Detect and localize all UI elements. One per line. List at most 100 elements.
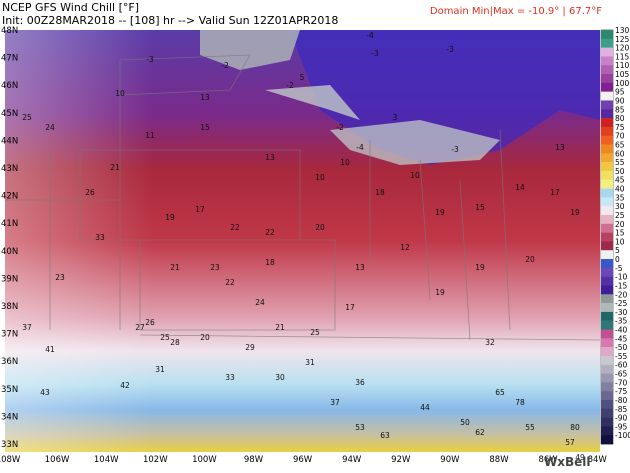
colorbar-label: -15 bbox=[615, 281, 627, 290]
colorbar-swatch bbox=[601, 399, 613, 410]
lat-label: 42N bbox=[1, 192, 18, 202]
station-value: 80 bbox=[570, 423, 580, 432]
colorbar-swatch bbox=[601, 276, 613, 286]
colorbar-swatch bbox=[601, 91, 613, 101]
station-value: 19 bbox=[475, 263, 485, 272]
station-value: -2 bbox=[286, 81, 294, 90]
colorbar-label: 75 bbox=[615, 123, 625, 132]
station-value: 10 bbox=[315, 173, 325, 182]
lon-label: 100W bbox=[192, 455, 217, 465]
station-value: 26 bbox=[85, 188, 95, 197]
colorbar-swatch bbox=[601, 259, 613, 269]
colorbar-label: -5 bbox=[615, 264, 623, 273]
colorbar-label: -75 bbox=[615, 387, 627, 396]
station-value: 78 bbox=[515, 398, 525, 407]
lon-label: 90W bbox=[440, 455, 460, 465]
lat-label: 48N bbox=[1, 26, 18, 36]
station-value: 5 bbox=[300, 73, 305, 82]
station-value: 22 bbox=[230, 223, 240, 232]
colorbar-swatch bbox=[601, 435, 613, 445]
colorbar-label: 120 bbox=[615, 44, 630, 53]
colorbar-label: -85 bbox=[615, 405, 627, 414]
station-value: 17 bbox=[550, 188, 560, 197]
lon-label: 102W bbox=[143, 455, 168, 465]
station-value: 21 bbox=[110, 163, 120, 172]
station-value: 28 bbox=[170, 338, 180, 347]
station-value: 42 bbox=[120, 381, 130, 390]
station-value: 10 bbox=[410, 171, 420, 180]
station-value: 14 bbox=[515, 183, 525, 192]
colorbar-label: 45 bbox=[615, 176, 625, 185]
colorbar-swatch bbox=[601, 162, 613, 172]
lon-label: 94W bbox=[342, 455, 362, 465]
gray-area bbox=[265, 85, 360, 120]
lon-label: 86W bbox=[538, 455, 558, 465]
colorbar-label: -50 bbox=[615, 343, 627, 352]
colorbar-label: -20 bbox=[615, 290, 627, 299]
colorbar-swatch bbox=[601, 311, 613, 321]
lon-label: 84W bbox=[588, 455, 608, 465]
colorbar-label: 60 bbox=[615, 149, 625, 158]
colorbar-swatch bbox=[601, 223, 613, 233]
colorbar-label: -55 bbox=[615, 352, 627, 361]
colorbar-swatch bbox=[601, 294, 613, 304]
colorbar-label: -25 bbox=[615, 299, 627, 308]
station-value: -3 bbox=[446, 45, 454, 54]
colorbar-swatch bbox=[601, 267, 613, 277]
colorbar-label: 95 bbox=[615, 88, 625, 97]
lat-label: 41N bbox=[1, 219, 18, 229]
station-value: 25 bbox=[310, 328, 320, 337]
gray-area bbox=[200, 30, 300, 70]
station-value: 13 bbox=[555, 143, 565, 152]
lon-label: 108W bbox=[0, 455, 21, 465]
station-value: 44 bbox=[420, 403, 430, 412]
station-value: 36 bbox=[355, 378, 365, 387]
station-value: 50 bbox=[460, 418, 470, 427]
station-value: 37 bbox=[22, 323, 32, 332]
station-value: 13 bbox=[200, 93, 210, 102]
station-value: 17 bbox=[345, 303, 355, 312]
colorbar-swatch bbox=[601, 82, 613, 92]
colorbar-swatch bbox=[601, 338, 613, 348]
colorbar-label: 55 bbox=[615, 158, 625, 167]
colorbar-swatch bbox=[601, 426, 613, 436]
station-value: 21 bbox=[275, 323, 285, 332]
colorbar-label: 25 bbox=[615, 211, 625, 220]
station-value: 25 bbox=[22, 113, 32, 122]
colorbar-swatch bbox=[601, 417, 613, 427]
colorbar-swatch bbox=[601, 170, 613, 181]
lat-label: 43N bbox=[1, 164, 18, 174]
colorbar-label: -10 bbox=[615, 273, 627, 282]
station-value: 17 bbox=[195, 205, 205, 214]
colorbar-swatch bbox=[601, 153, 613, 163]
lat-label: 37N bbox=[1, 330, 18, 340]
colorbar-label: 15 bbox=[615, 229, 625, 238]
lat-label: 35N bbox=[1, 385, 18, 395]
colorbar-swatch bbox=[601, 109, 613, 119]
station-value: -3 bbox=[371, 49, 379, 58]
station-value: 23 bbox=[55, 273, 65, 282]
station-value: 11 bbox=[145, 131, 155, 140]
colorbar-label: 20 bbox=[615, 220, 625, 229]
station-value: -4 bbox=[366, 31, 374, 40]
station-value: 33 bbox=[225, 373, 235, 382]
colorbar-label: -30 bbox=[615, 308, 627, 317]
colorbar-label: 40 bbox=[615, 185, 625, 194]
lon-label: 88W bbox=[489, 455, 509, 465]
colorbar-label: 70 bbox=[615, 132, 625, 141]
station-value: 25 bbox=[160, 333, 170, 342]
station-value: 63 bbox=[380, 431, 390, 440]
colorbar-swatch bbox=[601, 364, 613, 374]
station-value: 57 bbox=[565, 438, 575, 447]
station-value: -3 bbox=[451, 145, 459, 154]
station-value: 22 bbox=[225, 278, 235, 287]
lon-label: 98W bbox=[244, 455, 264, 465]
colorbar-swatch bbox=[601, 214, 613, 225]
station-value: 49 bbox=[575, 453, 585, 462]
colorbar-label: 125 bbox=[615, 35, 630, 44]
state-borders bbox=[5, 54, 601, 341]
colorbar-label: -70 bbox=[615, 378, 627, 387]
station-value: -2 bbox=[336, 123, 344, 132]
station-value: 19 bbox=[165, 213, 175, 222]
